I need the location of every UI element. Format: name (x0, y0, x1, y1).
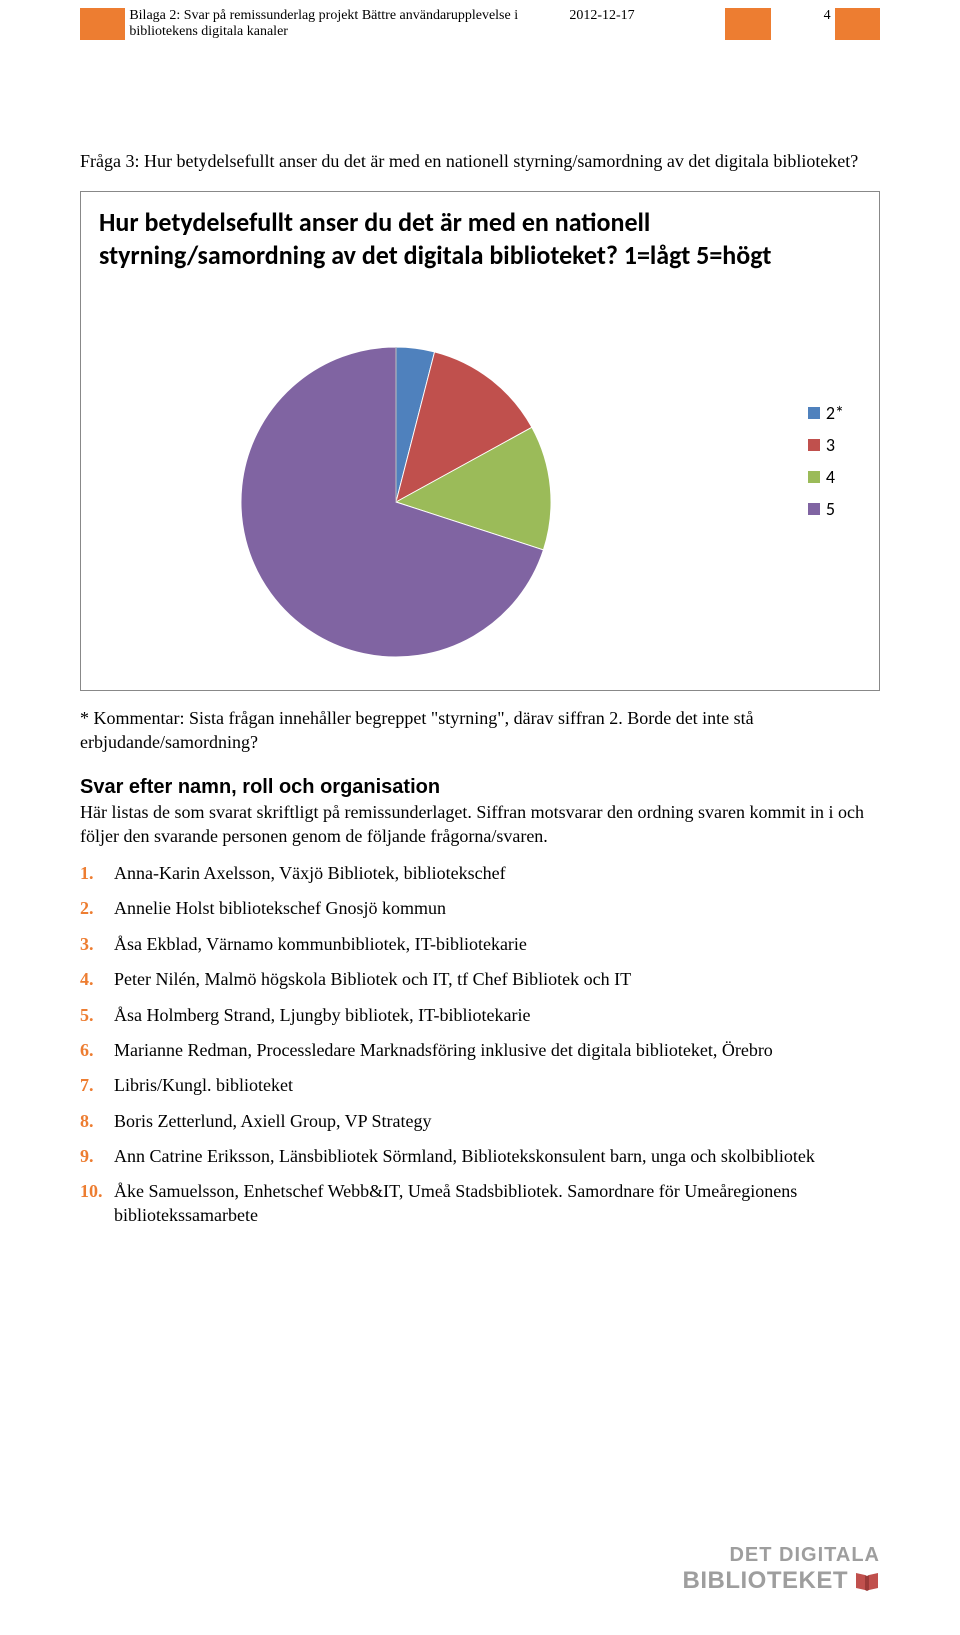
header-separator (725, 8, 770, 40)
section-body: Här listas de som svarat skriftligt på r… (80, 801, 880, 848)
header-title-line1: Bilaga 2: Svar på remissunderlag projekt… (129, 8, 518, 23)
footer-line2: BIBLIOTEKET (683, 1567, 881, 1595)
list-number: 10. (80, 1180, 103, 1203)
chart-title: Hur betydelsefullt anser du det är med e… (99, 206, 861, 271)
legend-item: 5 (808, 498, 844, 520)
list-item: 10.Åke Samuelsson, Enhetschef Webb&IT, U… (108, 1180, 880, 1227)
question-intro: Fråga 3: Hur betydelsefullt anser du det… (80, 150, 880, 173)
pie-chart-container: Hur betydelsefullt anser du det är med e… (80, 191, 880, 691)
list-text: Åsa Ekblad, Värnamo kommunbibliotek, IT-… (114, 934, 527, 954)
chart-legend: 2* 3 4 5 (808, 402, 844, 530)
list-number: 8. (80, 1110, 94, 1133)
header-title-cell: Bilaga 2: Svar på remissunderlag projekt… (125, 8, 565, 40)
list-item: 9.Ann Catrine Eriksson, Länsbibliotek Sö… (108, 1145, 880, 1168)
list-item: 5.Åsa Holmberg Strand, Ljungby bibliotek… (108, 1004, 880, 1027)
section-heading: Svar efter namn, roll och organisation (80, 776, 880, 799)
book-left (856, 1573, 865, 1590)
legend-label: 4 (826, 466, 835, 488)
legend-swatch (808, 407, 820, 419)
list-text: Åsa Holmberg Strand, Ljungby bibliotek, … (114, 1005, 530, 1025)
list-number: 7. (80, 1074, 94, 1097)
list-number: 6. (80, 1039, 94, 1062)
list-number: 2. (80, 897, 94, 920)
page-header: Bilaga 2: Svar på remissunderlag projekt… (80, 8, 880, 40)
legend-label: 3 (826, 434, 835, 456)
list-item: 4.Peter Nilén, Malmö högskola Bibliotek … (108, 968, 880, 991)
header-date: 2012-12-17 (565, 8, 725, 40)
list-text: Boris Zetterlund, Axiell Group, VP Strat… (114, 1111, 431, 1131)
footer-line2-text: BIBLIOTEKET (683, 1567, 849, 1595)
legend-swatch (808, 439, 820, 451)
list-number: 9. (80, 1145, 94, 1168)
header-title-line2: bibliotekens digitala kanaler (129, 24, 561, 40)
book-right (869, 1573, 878, 1590)
legend-label: 2* (826, 402, 844, 424)
list-item: 3.Åsa Ekblad, Värnamo kommunbibliotek, I… (108, 933, 880, 956)
legend-item: 3 (808, 434, 844, 456)
list-number: 1. (80, 862, 94, 885)
list-item: 6.Marianne Redman, Processledare Marknad… (108, 1039, 880, 1062)
pie-chart (241, 347, 551, 657)
pie-svg (241, 347, 551, 657)
list-item: 8.Boris Zetterlund, Axiell Group, VP Str… (108, 1110, 880, 1133)
footer-logo: DET DIGITALA BIBLIOTEKET (683, 1544, 881, 1595)
list-item: 2.Annelie Holst bibliotekschef Gnosjö ko… (108, 897, 880, 920)
list-text: Ann Catrine Eriksson, Länsbibliotek Sörm… (114, 1146, 815, 1166)
header-separator (80, 8, 125, 40)
list-text: Annelie Holst bibliotekschef Gnosjö komm… (114, 898, 446, 918)
legend-item: 2* (808, 402, 844, 424)
list-number: 5. (80, 1004, 94, 1027)
respondents-list: 1. Anna-Karin Axelsson, Växjö Bibliotek, … (80, 862, 880, 1227)
footer-line1: DET DIGITALA (683, 1544, 881, 1567)
list-text: Åke Samuelsson, Enhetschef Webb&IT, Umeå… (114, 1181, 797, 1224)
legend-swatch (808, 471, 820, 483)
book-spine (865, 1575, 869, 1591)
list-text: Anna-Karin Axelsson, Växjö Bibliotek, bi… (114, 863, 506, 883)
list-text: Peter Nilén, Malmö högskola Bibliotek oc… (114, 969, 631, 989)
legend-item: 4 (808, 466, 844, 488)
list-text: Libris/Kungl. biblioteket (114, 1075, 293, 1095)
legend-swatch (808, 503, 820, 515)
legend-label: 5 (826, 498, 835, 520)
list-text: Marianne Redman, Processledare Marknadsf… (114, 1040, 773, 1060)
chart-footnote: * Kommentar: Sista frågan innehåller beg… (80, 707, 880, 754)
header-page-number: 4 (771, 8, 835, 40)
list-number: 4. (80, 968, 94, 991)
header-separator (835, 8, 880, 40)
list-item: 7.Libris/Kungl. biblioteket (108, 1074, 880, 1097)
book-icon (854, 1570, 880, 1592)
list-number: 3. (80, 933, 94, 956)
list-item: 1.Anna-Karin Axelsson, Växjö Bibliotek, … (108, 862, 880, 885)
